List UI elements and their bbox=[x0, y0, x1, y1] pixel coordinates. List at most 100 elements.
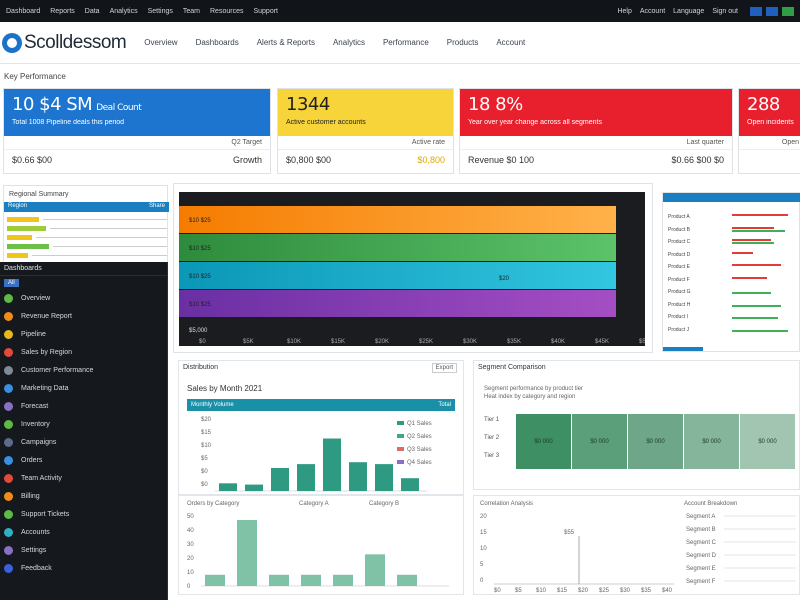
list-item[interactable]: Product D bbox=[668, 251, 798, 259]
list-item[interactable]: Product B bbox=[668, 226, 798, 234]
sidebar-item[interactable]: Marketing Data bbox=[0, 379, 167, 397]
kpi-card-growth[interactable]: 18 8% Year over year change across all s… bbox=[459, 88, 733, 174]
sidebar-item[interactable]: Inventory bbox=[0, 415, 167, 433]
category-bar[interactable] bbox=[397, 574, 417, 586]
category-bar[interactable] bbox=[237, 520, 257, 586]
volume-bar[interactable] bbox=[401, 478, 419, 491]
heat-cell[interactable]: $0 000 bbox=[572, 414, 627, 469]
flag-icon[interactable] bbox=[766, 6, 778, 16]
volume-bar[interactable] bbox=[219, 483, 237, 491]
topbar-link[interactable]: Dashboard bbox=[6, 7, 41, 15]
category-bar[interactable] bbox=[365, 554, 385, 586]
list-item[interactable]: Product I bbox=[668, 313, 798, 321]
kpi-card-incidents[interactable]: 288 Open incidents Open bbox=[738, 88, 800, 174]
sidebar-item[interactable]: Billing bbox=[0, 487, 167, 505]
category-bar[interactable] bbox=[333, 574, 353, 586]
nav-item[interactable]: Alerts & Reports bbox=[256, 38, 315, 47]
sidebar-item[interactable]: Team Activity bbox=[0, 469, 167, 487]
sidebar-item[interactable]: Forecast bbox=[0, 397, 167, 415]
sidebar-item[interactable]: Support Tickets bbox=[0, 505, 167, 523]
heat-cell[interactable]: $0 000 bbox=[516, 414, 571, 469]
category-bar[interactable] bbox=[301, 574, 321, 586]
volume-bar[interactable] bbox=[323, 438, 341, 491]
category-bar[interactable] bbox=[269, 574, 289, 586]
legend-swatch bbox=[397, 460, 404, 464]
sidebar-item[interactable]: Campaigns bbox=[0, 433, 167, 451]
topbar-link[interactable]: Reports bbox=[50, 7, 75, 15]
heat-cell[interactable]: $0 000 bbox=[628, 414, 683, 469]
list-item[interactable]: Product A bbox=[668, 213, 798, 221]
volume-bar[interactable] bbox=[245, 484, 263, 491]
topbar-link[interactable]: Team bbox=[182, 7, 200, 15]
logo-text[interactable]: Scolldessom bbox=[24, 31, 127, 53]
list-item[interactable]: Product E bbox=[668, 263, 798, 271]
sidebar-item[interactable]: Settings bbox=[0, 541, 167, 559]
topbar-right-link[interactable]: Account bbox=[639, 7, 666, 15]
nav-item[interactable]: Dashboards bbox=[195, 38, 239, 47]
list-item[interactable]: Product C bbox=[668, 238, 798, 246]
sidebar-item-label: Marketing Data bbox=[21, 384, 69, 392]
sidebar-item[interactable]: Orders bbox=[0, 451, 167, 469]
row-label: Tier 2 bbox=[484, 435, 500, 441]
topbar-right-link[interactable]: Language bbox=[673, 7, 705, 15]
side-title: Account Breakdown bbox=[684, 501, 737, 507]
list-item-label: Product D bbox=[668, 251, 691, 258]
volume-bar[interactable] bbox=[271, 467, 289, 491]
flag-icon[interactable] bbox=[782, 6, 794, 16]
flag-icon[interactable] bbox=[750, 6, 762, 16]
kpi-subtitle: Year over year change across all segment… bbox=[468, 119, 602, 126]
x-tick-label: $15 bbox=[557, 588, 568, 594]
volume-bar[interactable] bbox=[349, 462, 367, 491]
channel-bar[interactable] bbox=[179, 290, 616, 317]
sidebar-item[interactable]: Customer Performance bbox=[0, 361, 167, 379]
sidebar-item[interactable]: Pipeline bbox=[0, 325, 167, 343]
volume-bar[interactable] bbox=[297, 464, 315, 491]
topbar-link[interactable]: Support bbox=[253, 7, 278, 15]
sidebar-item[interactable]: Feedback bbox=[0, 559, 167, 577]
list-item[interactable]: Product F bbox=[668, 276, 798, 284]
nav-item[interactable]: Analytics bbox=[332, 38, 365, 47]
table-header: Region Share bbox=[4, 202, 169, 212]
panel-subtitle: Segment performance by product tier bbox=[484, 386, 584, 392]
kpi-foot-right: Growth bbox=[232, 155, 262, 165]
topbar-link[interactable]: Analytics bbox=[109, 7, 138, 15]
volume-bar[interactable] bbox=[375, 464, 393, 491]
sidebar-item-label: Support Tickets bbox=[21, 510, 70, 518]
y-tick-label: 30 bbox=[187, 542, 194, 548]
sidebar-item-label: Orders bbox=[21, 456, 43, 464]
sidebar-item[interactable]: Accounts bbox=[0, 523, 167, 541]
legend-label: Q1 Sales bbox=[407, 421, 432, 427]
export-button[interactable]: Export bbox=[431, 363, 457, 373]
topbar-link[interactable]: Resources bbox=[210, 7, 244, 15]
sidebar-item[interactable]: Sales by Region bbox=[0, 343, 167, 361]
kpi-suffix: Deal Count bbox=[96, 103, 142, 113]
x-tick-label: $30 bbox=[620, 588, 631, 594]
channel-bar[interactable] bbox=[179, 262, 616, 289]
sidebar-item[interactable]: Revenue Report bbox=[0, 307, 167, 325]
category-bar[interactable] bbox=[205, 574, 225, 586]
list-item[interactable]: Product H bbox=[668, 301, 798, 309]
topbar-right-link[interactable]: Help bbox=[617, 7, 632, 15]
heat-cell[interactable]: $0 000 bbox=[684, 414, 739, 469]
kpi-card-customers[interactable]: 1344 Active customer accounts Active rat… bbox=[277, 88, 454, 174]
topbar-right-link[interactable]: Sign out bbox=[712, 7, 738, 15]
nav-item[interactable]: Performance bbox=[382, 38, 429, 47]
nav-item[interactable]: Overview bbox=[144, 38, 178, 47]
channel-bar[interactable] bbox=[179, 206, 616, 233]
panel-subtitle: Heat index by category and region bbox=[484, 394, 576, 400]
kpi-card-deals[interactable]: 10 $4 SM Deal Count Total 1008 Pipeline d… bbox=[3, 88, 271, 174]
topbar-link[interactable]: Data bbox=[84, 7, 100, 15]
topbar-link[interactable]: Settings bbox=[147, 7, 173, 15]
nav-item[interactable]: Account bbox=[496, 38, 526, 47]
list-item[interactable]: Product J bbox=[668, 326, 798, 334]
bar-label: $10 $25 bbox=[189, 218, 211, 224]
heat-cell[interactable]: $0 000 bbox=[740, 414, 795, 469]
positive-bar bbox=[732, 292, 771, 294]
nav-item[interactable]: Products bbox=[446, 38, 479, 47]
channel-bar[interactable] bbox=[179, 234, 616, 261]
kpi-foot-left: $0.66 $00 bbox=[12, 155, 53, 165]
list-item[interactable]: Product G bbox=[668, 288, 798, 296]
sidebar-tab[interactable]: All bbox=[0, 276, 167, 289]
sidebar-item[interactable]: Overview bbox=[0, 289, 167, 307]
kpi-band: 288 Open incidents bbox=[739, 89, 800, 136]
